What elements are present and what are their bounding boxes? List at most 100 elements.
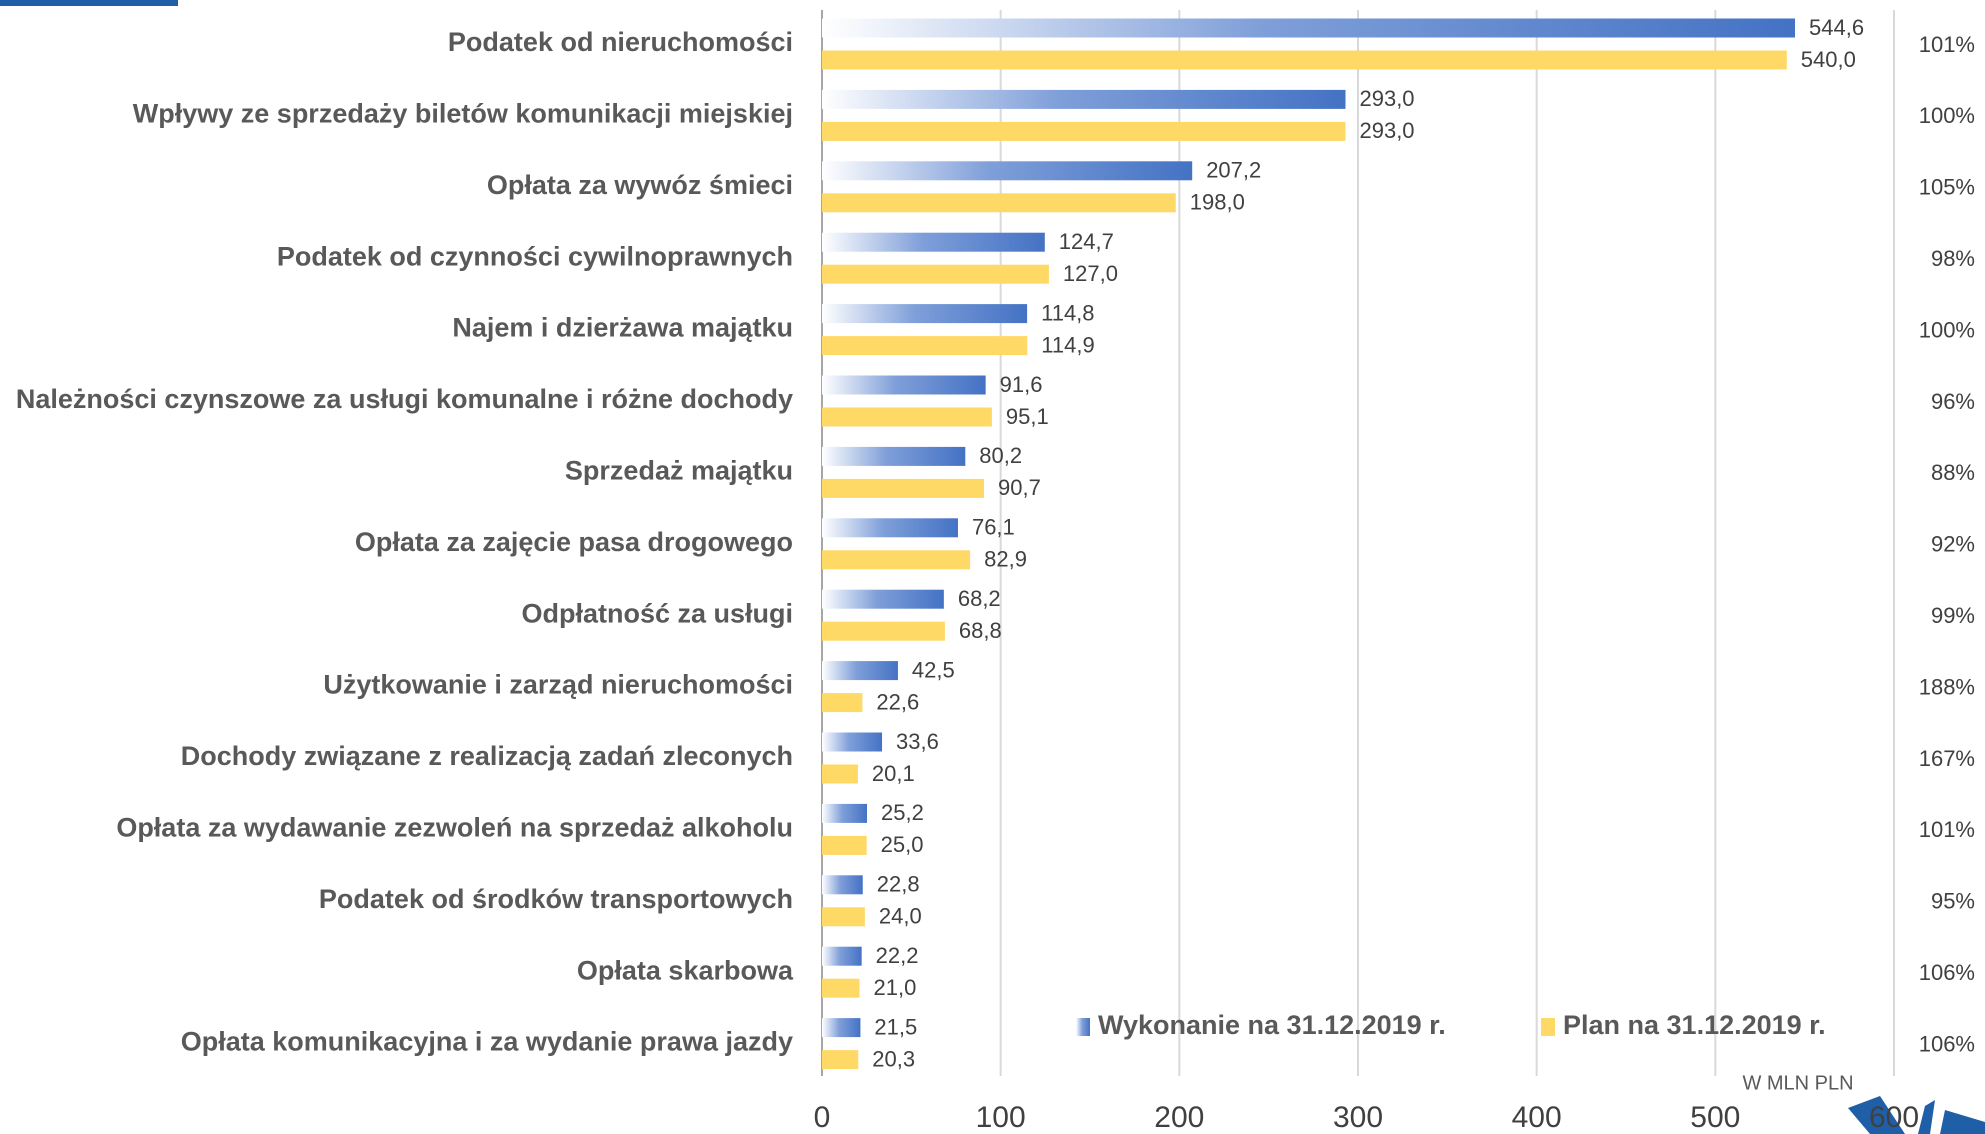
category-label: Użytkowanie i zarząd nieruchomości: [323, 670, 793, 700]
bar: [822, 407, 992, 427]
bar: [822, 478, 985, 498]
value-label: 127,0: [1063, 261, 1118, 286]
bar: [822, 18, 1796, 38]
value-label: 25,0: [881, 832, 924, 857]
bar: [822, 946, 862, 966]
x-tick-label: 200: [1154, 1101, 1204, 1134]
value-label: 76,1: [972, 515, 1015, 540]
rate-label: 98%: [1931, 246, 1975, 271]
rate-label: 167%: [1919, 746, 1975, 771]
bar: [822, 375, 986, 395]
rate-label: 99%: [1931, 603, 1975, 628]
bar: [822, 161, 1193, 181]
value-label: 80,2: [979, 443, 1022, 468]
bar: [822, 1050, 859, 1070]
bar: [822, 621, 945, 641]
value-label: 68,8: [959, 618, 1002, 643]
bar: [822, 803, 868, 823]
rate-label: 88%: [1931, 460, 1975, 485]
value-label: 20,1: [872, 761, 915, 786]
category-label: Dochody związane z realizacją zadań zlec…: [181, 741, 793, 771]
category-label: Podatek od czynności cywilnoprawnych: [277, 241, 793, 271]
rate-label: 188%: [1919, 674, 1975, 699]
x-tick-label: 0: [814, 1101, 831, 1134]
value-label: 540,0: [1801, 47, 1856, 72]
legend-label: Plan na 31.12.2019 r.: [1563, 1010, 1826, 1040]
bar: [822, 264, 1049, 284]
x-tick-label: 600: [1869, 1101, 1919, 1134]
legend-label: Wykonanie na 31.12.2019 r.: [1098, 1010, 1446, 1040]
value-label: 293,0: [1359, 86, 1414, 111]
value-label: 22,2: [876, 943, 919, 968]
x-axis-unit: W MLN PLN: [1742, 1072, 1853, 1094]
category-label: Podatek od środków transportowych: [319, 884, 793, 914]
category-label: Należności czynszowe za usługi komunalne…: [16, 384, 793, 414]
rate-label: 100%: [1919, 103, 1975, 128]
bar: [822, 336, 1028, 356]
bar: [822, 978, 860, 998]
top-accent: [0, 0, 178, 6]
bar: [822, 193, 1176, 213]
value-label: 95,1: [1006, 404, 1049, 429]
category-label: Wpływy ze sprzedaży biletów komunikacji …: [133, 99, 793, 129]
value-label: 207,2: [1206, 158, 1261, 183]
value-label: 90,7: [998, 475, 1041, 500]
value-label: 42,5: [912, 657, 955, 682]
category-label: Opłata za wydawanie zezwoleń na sprzedaż…: [116, 813, 793, 843]
value-label: 114,9: [1041, 332, 1094, 357]
category-label: Sprzedaż majątku: [565, 456, 793, 486]
category-label: Podatek od nieruchomości: [448, 27, 793, 57]
bar: [822, 89, 1346, 109]
bar: [822, 232, 1045, 252]
value-label: 68,2: [958, 586, 1001, 611]
bar: [822, 907, 865, 927]
category-label: Opłata za zajęcie pasa drogowego: [355, 527, 793, 557]
value-label: 24,0: [879, 904, 922, 929]
rate-label: 96%: [1931, 389, 1975, 414]
category-label: Odpłatność za usługi: [521, 598, 793, 628]
value-label: 293,0: [1359, 118, 1414, 143]
rate-label: 92%: [1931, 532, 1975, 557]
bar: [822, 50, 1787, 70]
x-tick-label: 300: [1333, 1101, 1383, 1134]
rate-label: 101%: [1919, 32, 1975, 57]
rate-label: 105%: [1919, 175, 1975, 200]
rate-label: 101%: [1919, 817, 1975, 842]
value-label: 20,3: [872, 1046, 915, 1071]
bar: [822, 518, 958, 538]
value-label: 25,2: [881, 800, 924, 825]
legend-swatch: [1541, 1018, 1555, 1036]
category-label: Opłata za wywóz śmieci: [487, 170, 793, 200]
bar: [822, 693, 863, 713]
category-label: Najem i dzierżawa majątku: [452, 313, 793, 343]
value-label: 21,5: [874, 1014, 917, 1039]
rate-label: 95%: [1931, 889, 1975, 914]
value-label: 33,6: [896, 729, 939, 754]
value-label: 22,6: [876, 689, 919, 714]
value-label: 544,6: [1809, 15, 1864, 40]
value-label: 91,6: [1000, 372, 1043, 397]
logo: [1848, 1096, 1985, 1134]
bar: [822, 835, 867, 855]
value-label: 21,0: [874, 975, 917, 1000]
category-label: Opłata komunikacyjna i za wydanie prawa …: [181, 1027, 793, 1057]
value-label: 124,7: [1059, 229, 1114, 254]
x-tick-label: 100: [976, 1101, 1026, 1134]
bar: [822, 661, 898, 681]
bar: [822, 589, 944, 609]
rate-label: 100%: [1919, 317, 1975, 342]
value-label: 198,0: [1190, 190, 1245, 215]
x-tick-label: 500: [1690, 1101, 1740, 1134]
bar: [822, 732, 883, 752]
bar: [822, 304, 1028, 324]
rate-label: 106%: [1919, 960, 1975, 985]
bar: [822, 446, 966, 466]
category-label: Opłata skarbowa: [577, 955, 794, 985]
x-tick-label: 400: [1512, 1101, 1562, 1134]
rate-label: 106%: [1919, 1031, 1975, 1056]
value-label: 82,9: [984, 547, 1027, 572]
bar: [822, 764, 858, 784]
bar: [822, 550, 971, 570]
bar: [822, 1018, 861, 1038]
bar: [822, 875, 863, 895]
